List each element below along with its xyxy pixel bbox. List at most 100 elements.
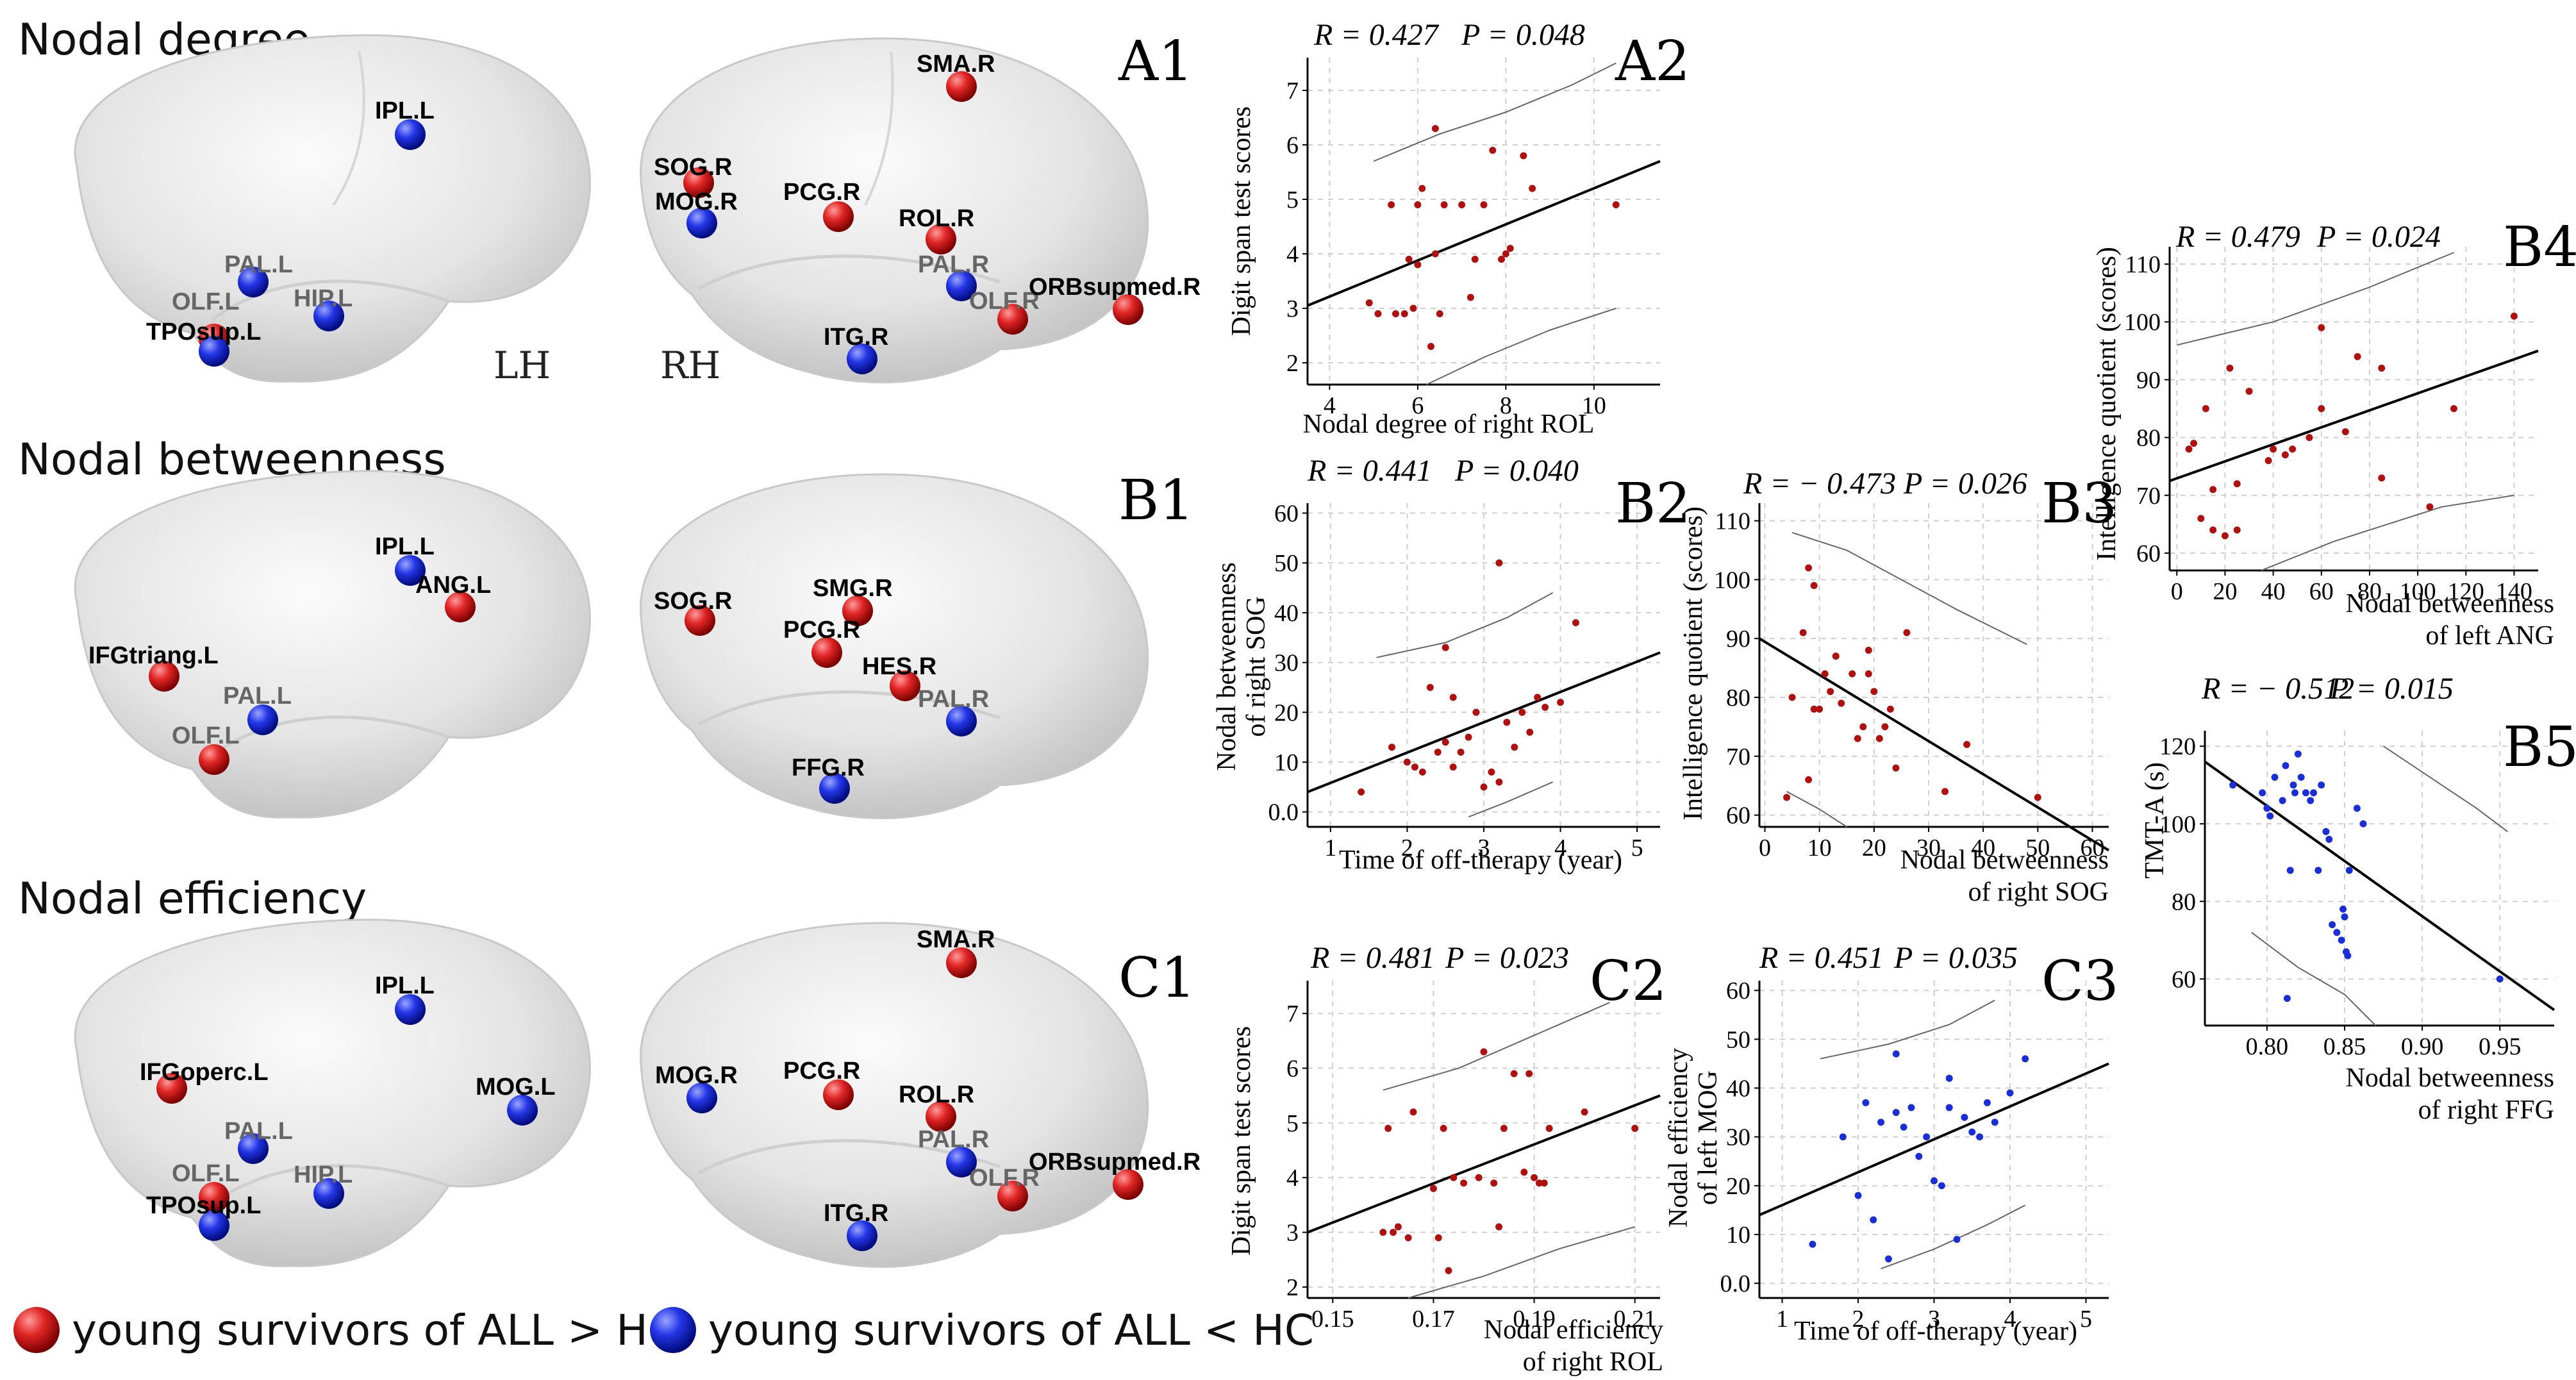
brain-node: OLF.R [969,288,1040,335]
x-tick-label: 4 [1554,835,1566,861]
node-ball-lower [946,270,977,301]
x-axis-label: Nodal betweenness [2346,589,2554,619]
brain-node: IFGtriang.L [88,642,219,692]
data-point [2354,353,2361,360]
brain-left-B [74,470,591,819]
y-tick-label: 0.0 [1268,799,1299,826]
data-point [2291,789,2298,797]
node-ball-higher [926,1101,956,1132]
node-label: PAL.R [918,686,989,713]
node-ball-higher [997,1181,1028,1211]
node-label: HIP.L [294,1161,353,1188]
data-point [1480,783,1488,791]
brain-node: IPL.L [375,97,435,150]
data-point [1545,1124,1553,1132]
y-tick-label: 100 [2159,811,2196,838]
node-ball-higher [156,1073,187,1104]
data-point [1953,1236,1961,1243]
data-point [1945,1104,1953,1111]
node-ball-higher [445,592,476,622]
node-label: IPL.L [375,533,435,560]
data-point [1388,201,1395,208]
node-label: SMA.R [917,51,995,78]
legend-higher-text: young survivors of ALL > HC [72,1306,677,1355]
stat-r: R = − 0.473 [1743,467,1896,501]
data-point [2209,486,2217,494]
data-point [1405,256,1413,263]
data-point [1431,125,1439,132]
ci-upper-curve [1383,1002,1610,1091]
x-tick-label: 3 [1928,1306,1940,1333]
x-tick-label: 0.80 [2246,1033,2289,1060]
y-tick-label: 7 [1286,1001,1299,1027]
x-tick-label: 0.85 [2323,1033,2366,1060]
data-point [2318,781,2325,789]
stat-p: P = 0.035 [1893,941,2018,975]
data-point [1390,1229,1397,1236]
fit-line [2204,760,2555,1011]
y-axis-label: Nodal efficiency [1664,1048,1693,1227]
node-ball-lower [313,1178,344,1209]
stat-p: P = 0.026 [1903,467,2027,501]
node-ball-higher [683,167,714,198]
data-point [2450,405,2457,412]
data-point [2245,387,2253,395]
stat-p: P = 0.015 [2329,672,2454,706]
data-point [1489,147,1497,154]
data-point [2333,929,2341,936]
data-point [1409,304,1417,312]
node-ball-lower [847,1220,877,1251]
data-point [1923,1133,1931,1141]
brain-node: ORBsupmed.R [1029,274,1201,325]
y-tick-label: 80 [1726,685,1750,711]
data-point [1809,1240,1816,1248]
brain-node: SOG.R [654,588,732,636]
data-point [1418,769,1426,776]
fit-line [1758,637,2110,852]
node-ball-lower [313,301,344,331]
y-axis-label: of left MOG [1693,1070,1723,1205]
data-point [1810,705,1818,713]
data-point [2259,789,2266,797]
data-point [1865,670,1872,678]
x-tick-label: 0.17 [1412,1306,1455,1333]
brain-node: HES.R [862,653,936,701]
data-point [1511,744,1518,751]
x-tick-label: 20 [2213,578,2237,605]
data-point [1854,735,1861,742]
y-tick-label: 110 [1715,508,1750,535]
panel-label-B5: B5 [2503,715,2576,779]
data-point [2197,515,2205,522]
nodes-layer: IPL.LPAL.LHIP.LOLF.LTPOsup.LSMA.RSOG.RMO… [88,51,1201,1251]
stat-r: R = 0.441 [1307,454,1432,488]
brain-right-B [640,473,1149,820]
data-point [1471,256,1479,263]
brain-node: MOG.R [655,1062,738,1113]
data-point [1418,185,1426,192]
panel-label-A2: A2 [1615,29,1690,94]
data-point [1557,699,1565,706]
data-point [1434,748,1442,756]
data-point [2233,480,2241,488]
y-tick-label: 4 [1286,241,1299,268]
data-point [1442,644,1449,651]
data-point [2270,445,2277,453]
data-point [2221,532,2229,540]
node-ball-higher [685,605,715,636]
hemisphere-left-label: LH [494,344,551,387]
y-tick-label: 80 [2172,888,2196,915]
y-tick-label: 3 [1286,295,1299,322]
y-tick-label: 60 [1726,802,1750,829]
x-tick-label: 0.21 [1613,1306,1656,1333]
data-point [2329,921,2336,929]
data-point [1520,152,1527,160]
data-point [1892,1050,1900,1058]
y-tick-label: 70 [2136,483,2161,510]
ci-lower-curve [1786,791,1847,827]
y-tick-label: 60 [2136,540,2161,567]
data-point [1460,1179,1468,1187]
x-axis-label: of left ANG [2425,621,2554,651]
data-point [1531,1174,1538,1181]
node-label: ITG.R [824,324,888,351]
